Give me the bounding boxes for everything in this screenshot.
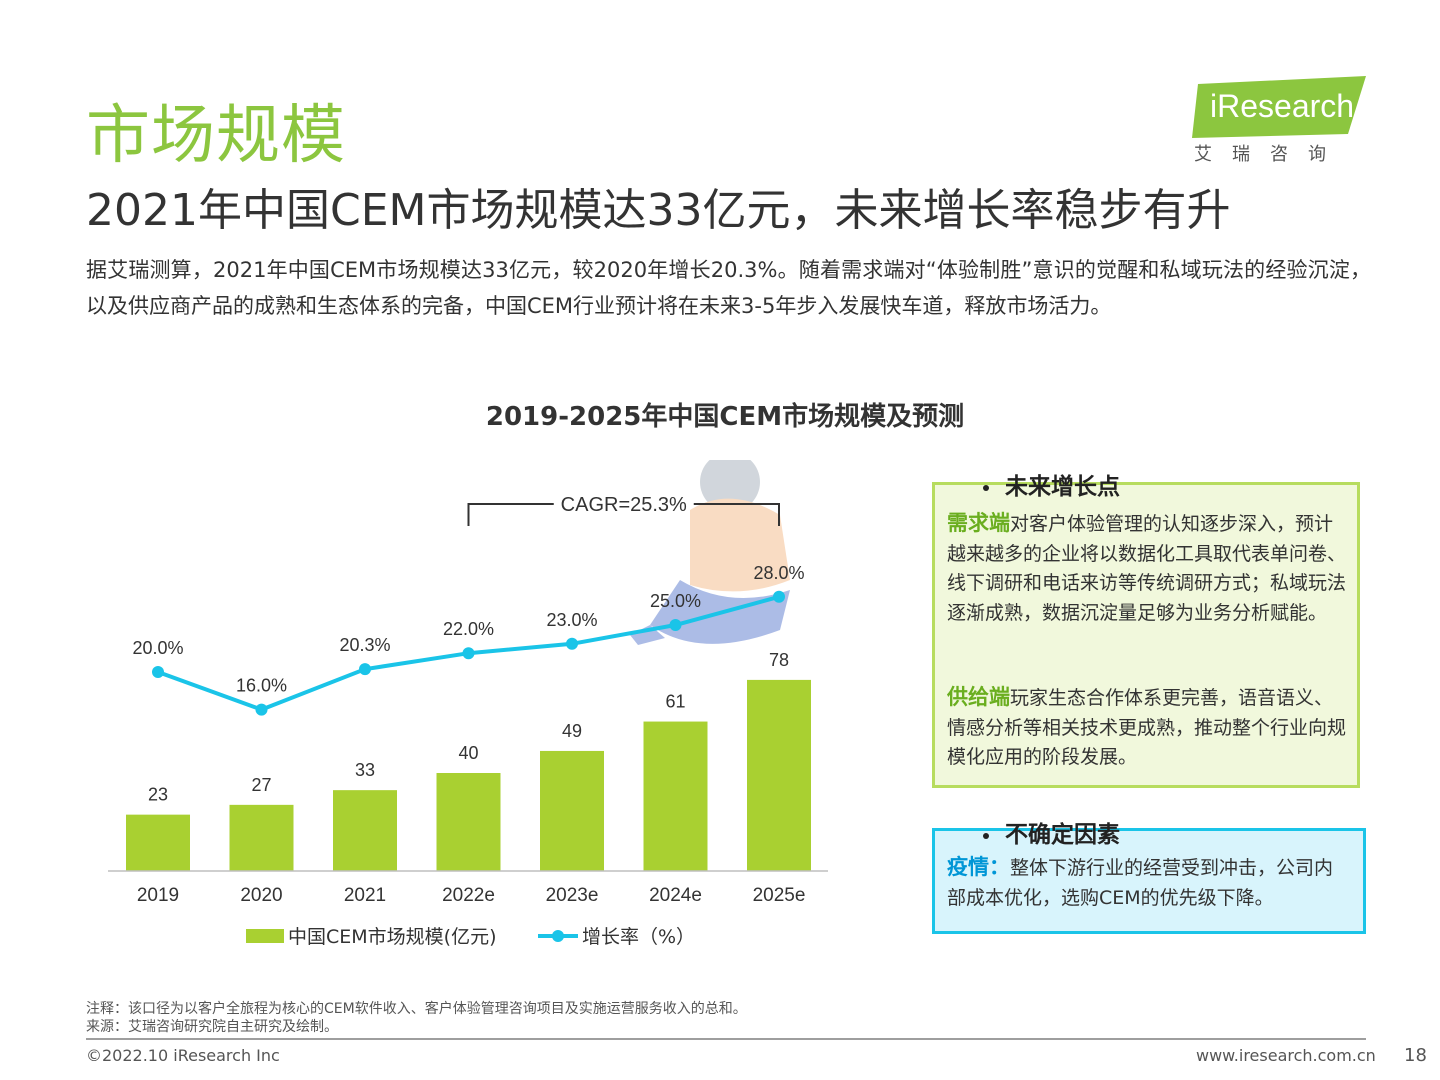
- logo-subtitle: 艾瑞咨询: [1194, 144, 1346, 165]
- rate-value-label: 16.0%: [236, 676, 287, 696]
- rate-point: [359, 663, 371, 676]
- rate-value-label: 23.0%: [546, 610, 597, 630]
- bar: [747, 679, 811, 871]
- page-number: 18: [1404, 1045, 1427, 1066]
- growth-heading: 未来增长点: [983, 467, 1120, 501]
- intro-paragraph: 据艾瑞测算，2021年中国CEM市场规模达33亿元，较2020年增长20.3%。…: [86, 258, 1371, 318]
- risk-heading: 不确定因素: [983, 815, 1120, 849]
- chart-title: 2019-2025年中国CEM市场规模及预测: [485, 402, 965, 432]
- x-tick-label: 2022e: [442, 885, 495, 906]
- legend-bar-swatch: [246, 929, 284, 943]
- rate-value-label: 20.0%: [132, 638, 183, 658]
- rate-point: [255, 703, 268, 716]
- bar-value-label: 23: [148, 785, 168, 805]
- x-tick-label: 2024e: [649, 885, 702, 906]
- bar: [229, 804, 294, 871]
- risk-paragraph: 疫情：整体下游行业的经营受到冲击，公司内部成本优化，选购CEM的优先级下降。: [947, 853, 1347, 913]
- website-link[interactable]: www.iresearch.com.cn: [1196, 1046, 1376, 1065]
- copyright: ©2022.10 iResearch Inc: [86, 1046, 280, 1065]
- chart-legend: 中国CEM市场规模(亿元) 增长率（%）: [246, 926, 695, 948]
- rate-point: [669, 619, 682, 631]
- bar-value-label: 33: [355, 760, 375, 780]
- x-tick-label: 2025e: [753, 885, 806, 906]
- x-tick-label: 2021: [344, 885, 386, 906]
- page-subtitle: 2021年中国CEM市场规模达33亿元，未来增长率稳步有升: [86, 185, 1231, 236]
- bar-value-label: 49: [562, 721, 582, 741]
- x-tick-label: 2019: [137, 885, 179, 906]
- growth-heading-text: 未来增长点: [1005, 474, 1120, 500]
- rate-value-label: 22.0%: [443, 619, 494, 639]
- risk-heading-text: 不确定因素: [1005, 822, 1120, 848]
- rate-point: [566, 637, 578, 650]
- uncertainty-panel: 不确定因素 疫情：整体下游行业的经营受到冲击，公司内部成本优化，选购CEM的优先…: [932, 822, 1366, 934]
- bar-value-label: 61: [665, 692, 685, 712]
- risk-text: 整体下游行业的经营受到冲击，公司内部成本优化，选购CEM的优先级下降。: [947, 857, 1334, 909]
- x-tick-label: 2023e: [546, 885, 599, 906]
- bar-value-label: 40: [458, 743, 478, 763]
- source-text: 来源：艾瑞咨询研究院自主研究及绘制。: [86, 1019, 338, 1035]
- supply-keyword: 供给端: [947, 685, 1010, 709]
- supply-text: 玩家生态合作体系更完善，语音语义、情感分析等相关技术更成熟，推动整个行业向规模化…: [947, 687, 1347, 768]
- cagr-bracket: CAGR=25.3%: [467, 494, 780, 526]
- legend-line-label: 增长率（%）: [582, 926, 695, 948]
- rate-value-label: 20.3%: [339, 635, 390, 655]
- rate-point: [152, 666, 164, 678]
- rate-point: [773, 590, 785, 603]
- growth-drivers-panel: 未来增长点 需求端对客户体验管理的认知逐步深入，预计越来越多的企业将以数据化工具…: [932, 474, 1360, 788]
- rate-value-label: 25.0%: [650, 591, 701, 611]
- bullet-icon: [983, 832, 989, 839]
- cagr-bracket-right: [693, 503, 780, 526]
- iresearch-logo: iResearch 艾瑞咨询: [1188, 76, 1368, 166]
- footnotes: 注释：该口径为以客户全旅程为核心的CEM软件收入、客户体验管理咨询项目及实施运营…: [86, 1000, 747, 1036]
- footer-divider: [86, 1038, 1366, 1040]
- legend-line-marker: [552, 930, 564, 942]
- bar-value-label: 27: [251, 775, 271, 795]
- legend-bar-label: 中国CEM市场规模(亿元): [288, 926, 497, 948]
- demand-paragraph: 需求端对客户体验管理的认知逐步深入，预计越来越多的企业将以数据化工具取代表单问卷…: [947, 509, 1347, 628]
- risk-keyword: 疫情：: [947, 855, 1010, 879]
- demand-keyword: 需求端: [947, 511, 1010, 535]
- bar-value-label: 78: [769, 650, 789, 670]
- logo-brand: iResearch: [1210, 88, 1355, 124]
- rate-value-label: 28.0%: [753, 563, 804, 583]
- bullet-icon: [983, 484, 989, 491]
- market-size-chart: 23 27 33 40 49 61 78 20.0% 16.0% 20.3% 22.0% 23.0%…: [108, 460, 828, 948]
- supply-paragraph: 供给端玩家生态合作体系更完善，语音语义、情感分析等相关技术更成熟，推动整个行业向…: [947, 683, 1347, 773]
- bar: [126, 814, 190, 871]
- bar: [436, 773, 501, 871]
- bar: [333, 790, 397, 871]
- bar: [643, 721, 708, 871]
- cagr-bracket-left: [467, 503, 554, 526]
- page-title: 市场规模: [86, 99, 346, 173]
- cagr-label: CAGR=25.3%: [561, 494, 687, 516]
- rate-point: [462, 647, 475, 660]
- x-tick-label: 2020: [240, 885, 282, 906]
- demand-text: 对客户体验管理的认知逐步深入，预计越来越多的企业将以数据化工具取代表单问卷、线下…: [947, 513, 1347, 624]
- note-text: 注释：该口径为以客户全旅程为核心的CEM软件收入、客户体验管理咨询项目及实施运营…: [86, 1001, 747, 1017]
- bar: [540, 750, 604, 871]
